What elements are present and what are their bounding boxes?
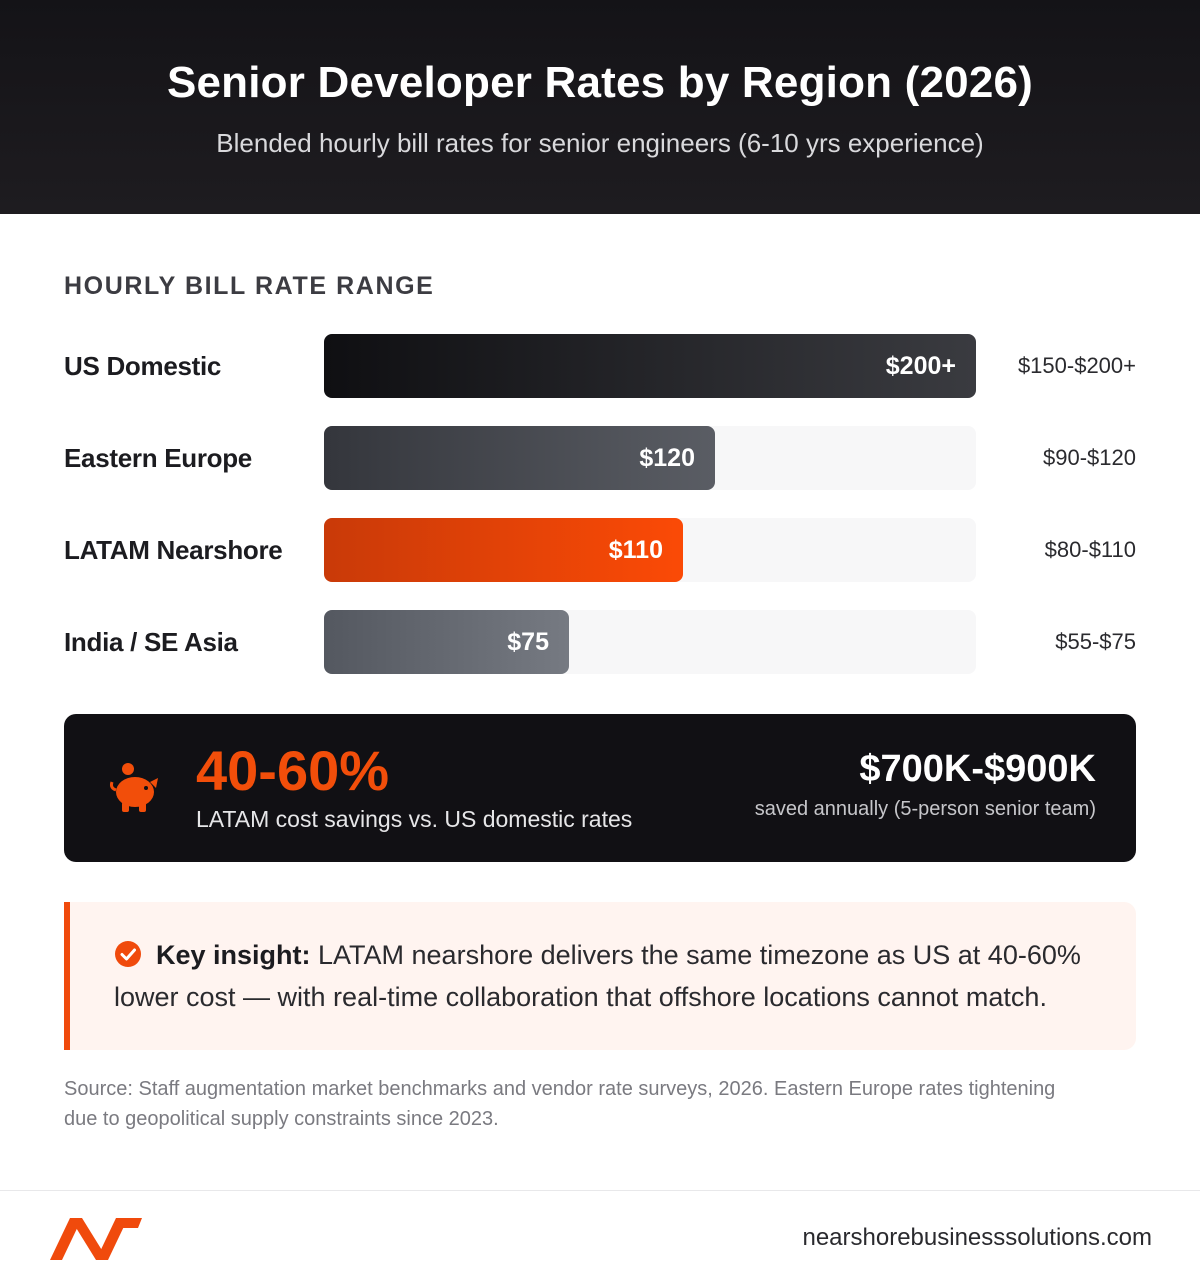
savings-panel: 40-60% LATAM cost savings vs. US domesti… <box>64 714 1136 862</box>
page-title: Senior Developer Rates by Region (2026) <box>166 58 1034 107</box>
insight-body: LATAM nearshore delivers the same timezo… <box>114 940 1081 1012</box>
savings-percent-caption: LATAM cost savings vs. US domestic rates <box>196 806 633 832</box>
insight-text-block: Key insight: LATAM nearshore delivers th… <box>114 934 1114 1018</box>
section-label: HOURLY BILL RATE RANGE <box>64 272 435 300</box>
footer-site-link[interactable]: nearshorebusinesssolutions.com <box>802 1224 1152 1251</box>
bar-value-label: $200+ <box>885 352 956 380</box>
bar-value-label: $75 <box>507 628 549 656</box>
bar-range-label: $80-$110 <box>1044 537 1136 562</box>
bar-range-label: $90-$120 <box>1043 445 1136 470</box>
bar-value-label: $110 <box>608 536 663 564</box>
savings-amount-caption: saved annually (5-person senior team) <box>754 798 1096 820</box>
page-subtitle: Blended hourly bill rates for senior eng… <box>216 128 984 158</box>
bar-range-label: $55-$75 <box>1055 629 1136 654</box>
bar-row: US Domestic $200+ $150-$200+ <box>64 334 1136 398</box>
brand-logo <box>50 1218 142 1260</box>
bar-row: LATAM Nearshore $110 $80-$110 <box>64 518 1136 582</box>
footer-divider <box>0 1190 1200 1191</box>
bar-category-label: US Domestic <box>64 351 222 381</box>
savings-amount: $700K-$900K <box>859 748 1096 790</box>
bar-category-label: Eastern Europe <box>64 443 252 473</box>
header: Senior Developer Rates by Region (2026) … <box>0 0 1200 214</box>
check-circle-icon <box>115 941 141 967</box>
source-note: Source: Staff augmentation market benchm… <box>64 1078 1056 1130</box>
bar-row: Eastern Europe $120 $90-$120 <box>64 426 1136 490</box>
bar <box>324 518 683 582</box>
insight-lead: Key insight: <box>156 940 311 970</box>
bar-range-label: $150-$200+ <box>1017 353 1136 378</box>
bar-value-label: $120 <box>639 444 695 472</box>
piggy-bank-icon <box>110 763 158 812</box>
bar-category-label: LATAM Nearshore <box>64 535 283 565</box>
insight-callout: Key insight: LATAM nearshore delivers th… <box>64 902 1136 1050</box>
bar <box>324 610 569 674</box>
bar <box>324 426 715 490</box>
bar-category-label: India / SE Asia <box>64 627 238 657</box>
savings-percent: 40-60% <box>196 739 390 802</box>
bar <box>324 334 976 398</box>
bar-row: India / SE Asia $75 $55-$75 <box>64 610 1136 674</box>
